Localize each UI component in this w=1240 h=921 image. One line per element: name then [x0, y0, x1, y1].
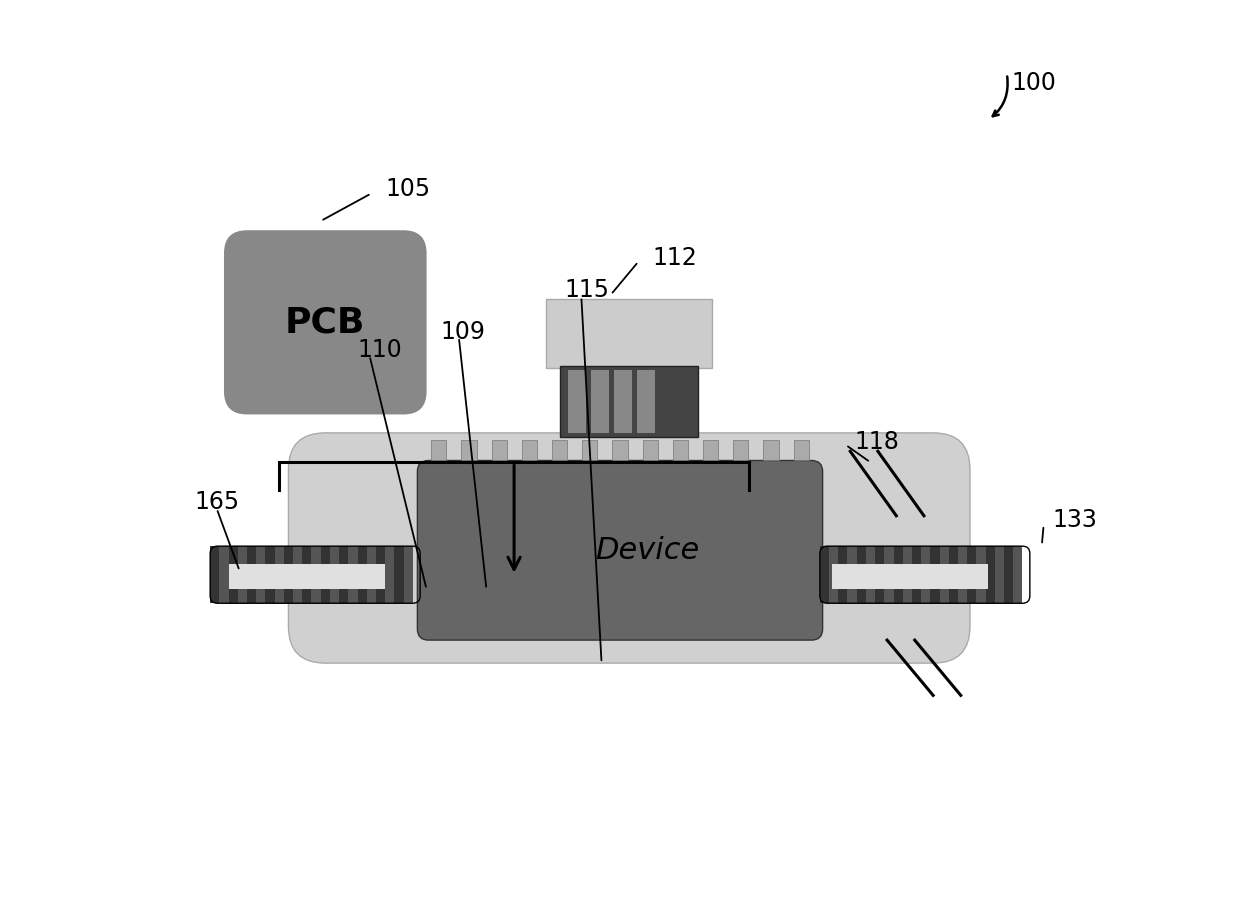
Bar: [590, 370, 609, 433]
Bar: [386, 546, 394, 603]
Bar: [830, 546, 838, 603]
Bar: [857, 546, 866, 603]
Bar: [794, 440, 808, 460]
Bar: [522, 440, 537, 460]
Bar: [394, 546, 403, 603]
Bar: [265, 546, 274, 603]
Bar: [921, 546, 930, 603]
Bar: [1004, 546, 1013, 603]
Bar: [403, 546, 413, 603]
Bar: [636, 370, 655, 433]
Bar: [733, 440, 749, 460]
Text: Device: Device: [595, 536, 699, 565]
Bar: [940, 546, 949, 603]
Bar: [764, 440, 779, 460]
Bar: [967, 546, 976, 603]
Bar: [642, 440, 657, 460]
FancyBboxPatch shape: [289, 433, 970, 663]
Bar: [894, 546, 903, 603]
Bar: [210, 546, 219, 603]
Bar: [847, 546, 857, 603]
Bar: [357, 546, 367, 603]
FancyBboxPatch shape: [418, 460, 822, 640]
Bar: [330, 546, 339, 603]
Text: 109: 109: [440, 320, 485, 344]
Bar: [348, 546, 357, 603]
Text: 115: 115: [564, 278, 610, 302]
Bar: [875, 546, 884, 603]
Bar: [238, 546, 247, 603]
Bar: [219, 546, 228, 603]
Bar: [303, 546, 311, 603]
Bar: [547, 299, 712, 368]
Text: 105: 105: [386, 177, 430, 201]
Bar: [866, 546, 875, 603]
Text: 165: 165: [195, 490, 239, 514]
Bar: [820, 546, 830, 603]
Bar: [1013, 546, 1023, 603]
Bar: [986, 546, 994, 603]
Bar: [367, 546, 376, 603]
Bar: [930, 546, 940, 603]
Bar: [376, 546, 386, 603]
Text: 133: 133: [1053, 508, 1097, 532]
Bar: [560, 366, 698, 437]
Text: 100: 100: [1012, 71, 1056, 95]
Bar: [832, 564, 988, 589]
Bar: [703, 440, 718, 460]
Text: 118: 118: [854, 430, 900, 454]
Bar: [614, 370, 632, 433]
Bar: [461, 440, 476, 460]
Bar: [583, 440, 598, 460]
Bar: [613, 440, 627, 460]
Bar: [247, 546, 257, 603]
Bar: [293, 546, 303, 603]
Bar: [284, 546, 293, 603]
Bar: [274, 546, 284, 603]
Bar: [838, 546, 847, 603]
Bar: [568, 370, 587, 433]
Bar: [311, 546, 321, 603]
Bar: [994, 546, 1004, 603]
Bar: [903, 546, 911, 603]
Bar: [321, 546, 330, 603]
Bar: [552, 440, 567, 460]
Bar: [949, 546, 959, 603]
Text: PCB: PCB: [285, 306, 366, 339]
Bar: [911, 546, 921, 603]
Text: 110: 110: [357, 338, 402, 362]
Bar: [959, 546, 967, 603]
Bar: [884, 546, 894, 603]
Bar: [257, 546, 265, 603]
FancyBboxPatch shape: [224, 230, 427, 414]
Bar: [673, 440, 688, 460]
Bar: [976, 546, 986, 603]
Bar: [432, 440, 446, 460]
Bar: [228, 564, 386, 589]
Bar: [228, 546, 238, 603]
Text: 112: 112: [652, 246, 697, 270]
Bar: [339, 546, 348, 603]
Bar: [491, 440, 507, 460]
